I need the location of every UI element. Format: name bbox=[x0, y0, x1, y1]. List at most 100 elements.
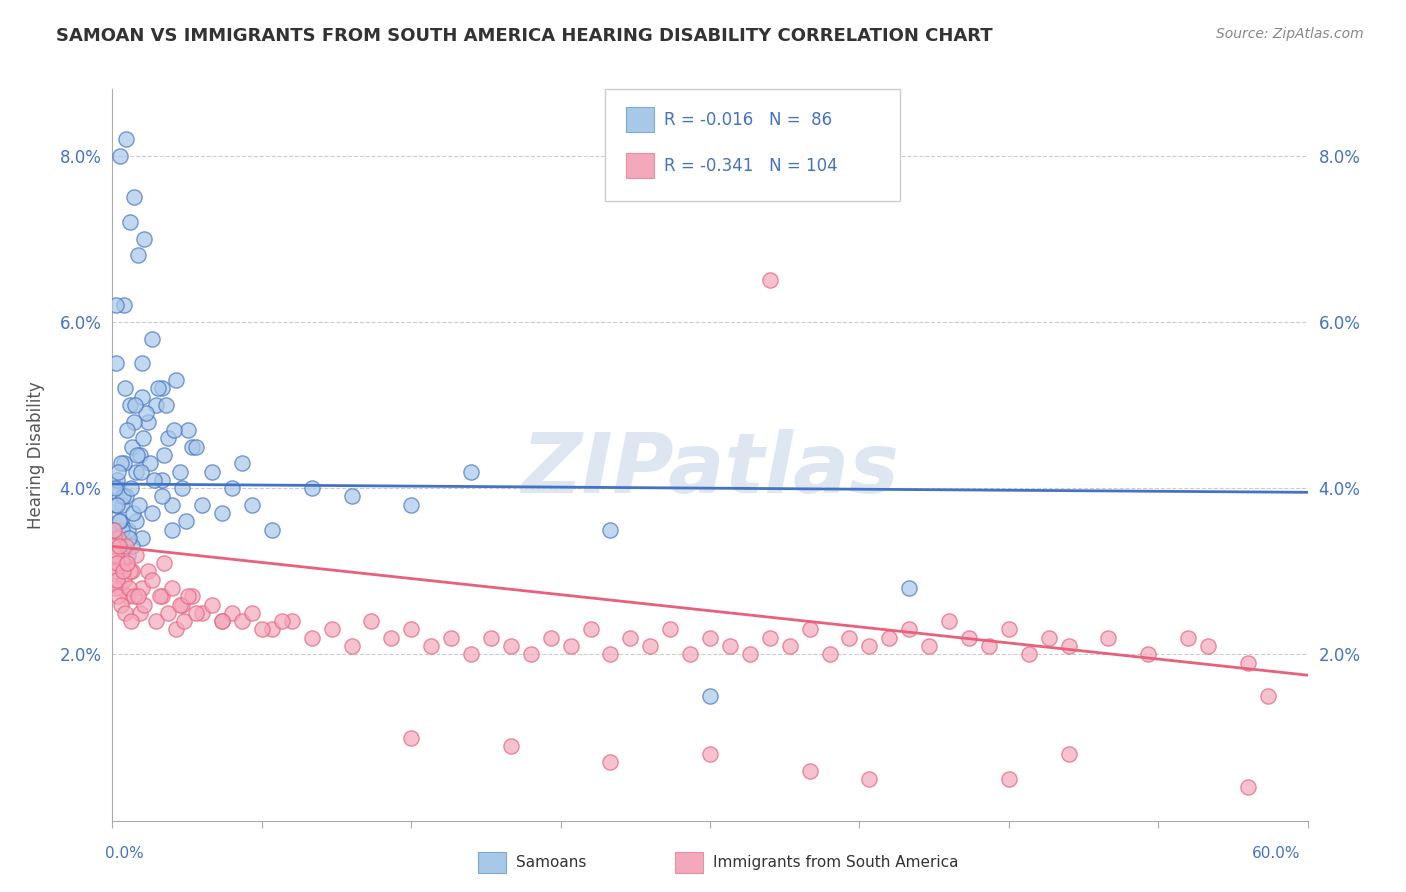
Point bbox=[321, 623, 343, 637]
Point bbox=[114, 573, 135, 587]
Point bbox=[121, 440, 143, 454]
Point bbox=[150, 589, 173, 603]
Point bbox=[131, 581, 153, 595]
Point bbox=[115, 132, 138, 146]
Point bbox=[479, 631, 502, 645]
Point bbox=[162, 523, 183, 537]
Point bbox=[779, 639, 801, 653]
Point bbox=[420, 639, 443, 653]
Text: 0.0%: 0.0% bbox=[105, 846, 145, 861]
Point bbox=[460, 465, 482, 479]
Point bbox=[340, 639, 363, 653]
Point bbox=[141, 573, 163, 587]
Point bbox=[659, 623, 682, 637]
Point bbox=[150, 381, 173, 395]
Point bbox=[165, 623, 187, 637]
Point bbox=[117, 548, 139, 562]
Point bbox=[103, 539, 125, 553]
Point bbox=[1237, 780, 1260, 795]
Point bbox=[1257, 689, 1279, 703]
Point bbox=[127, 448, 149, 462]
Point bbox=[1018, 648, 1040, 662]
Text: R = -0.016   N =  86: R = -0.016 N = 86 bbox=[664, 111, 832, 128]
Text: R = -0.341   N = 104: R = -0.341 N = 104 bbox=[664, 157, 837, 175]
Point bbox=[120, 614, 142, 628]
Point bbox=[120, 481, 142, 495]
Point bbox=[699, 689, 721, 703]
Point bbox=[103, 523, 125, 537]
Point bbox=[127, 589, 149, 603]
Point bbox=[499, 639, 522, 653]
Point bbox=[110, 456, 132, 470]
Point bbox=[105, 564, 128, 578]
Point bbox=[124, 415, 146, 429]
Point bbox=[124, 190, 146, 204]
Point bbox=[440, 631, 463, 645]
Point bbox=[103, 548, 125, 562]
Point bbox=[112, 564, 135, 578]
Point bbox=[520, 648, 543, 662]
Point bbox=[143, 473, 166, 487]
Point bbox=[110, 515, 132, 529]
Point bbox=[128, 498, 150, 512]
Point bbox=[998, 772, 1021, 786]
Point bbox=[162, 581, 183, 595]
Point bbox=[1237, 656, 1260, 670]
Point bbox=[149, 589, 172, 603]
Point bbox=[560, 639, 582, 653]
Point bbox=[380, 631, 402, 645]
Point bbox=[135, 406, 157, 420]
Point bbox=[107, 473, 129, 487]
Point bbox=[281, 614, 304, 628]
Point bbox=[977, 639, 1000, 653]
Point bbox=[157, 606, 180, 620]
Point bbox=[201, 465, 224, 479]
Point bbox=[131, 465, 153, 479]
Point bbox=[112, 490, 135, 504]
Point bbox=[134, 598, 156, 612]
Point bbox=[401, 498, 423, 512]
Point bbox=[131, 356, 153, 371]
Point bbox=[145, 614, 167, 628]
Point bbox=[401, 731, 423, 745]
Point bbox=[104, 581, 127, 595]
Text: ZIPatlas: ZIPatlas bbox=[522, 429, 898, 510]
Point bbox=[117, 523, 139, 537]
Point bbox=[401, 623, 423, 637]
Point bbox=[898, 581, 921, 595]
Point bbox=[110, 149, 132, 163]
Point bbox=[114, 456, 135, 470]
Point bbox=[1197, 639, 1219, 653]
Point bbox=[211, 506, 233, 520]
Point bbox=[181, 440, 204, 454]
Point bbox=[231, 614, 253, 628]
Point bbox=[110, 581, 132, 595]
Point bbox=[1097, 631, 1119, 645]
Point bbox=[125, 548, 148, 562]
Point bbox=[172, 481, 194, 495]
Point bbox=[619, 631, 641, 645]
Point bbox=[145, 398, 167, 412]
Point bbox=[221, 481, 243, 495]
Point bbox=[211, 614, 233, 628]
Point bbox=[120, 564, 142, 578]
Point bbox=[129, 606, 152, 620]
Point bbox=[231, 456, 253, 470]
Point bbox=[679, 648, 702, 662]
Point bbox=[540, 631, 562, 645]
Point bbox=[898, 623, 921, 637]
Text: Source: ZipAtlas.com: Source: ZipAtlas.com bbox=[1216, 27, 1364, 41]
Point bbox=[260, 523, 283, 537]
Point bbox=[191, 606, 214, 620]
Point bbox=[191, 498, 214, 512]
Point bbox=[141, 506, 163, 520]
Point bbox=[918, 639, 941, 653]
Point bbox=[117, 556, 139, 570]
Point bbox=[301, 631, 323, 645]
Point bbox=[103, 531, 125, 545]
Point bbox=[260, 623, 283, 637]
Point bbox=[360, 614, 382, 628]
Point bbox=[799, 623, 821, 637]
Point bbox=[150, 490, 173, 504]
Point bbox=[114, 606, 136, 620]
